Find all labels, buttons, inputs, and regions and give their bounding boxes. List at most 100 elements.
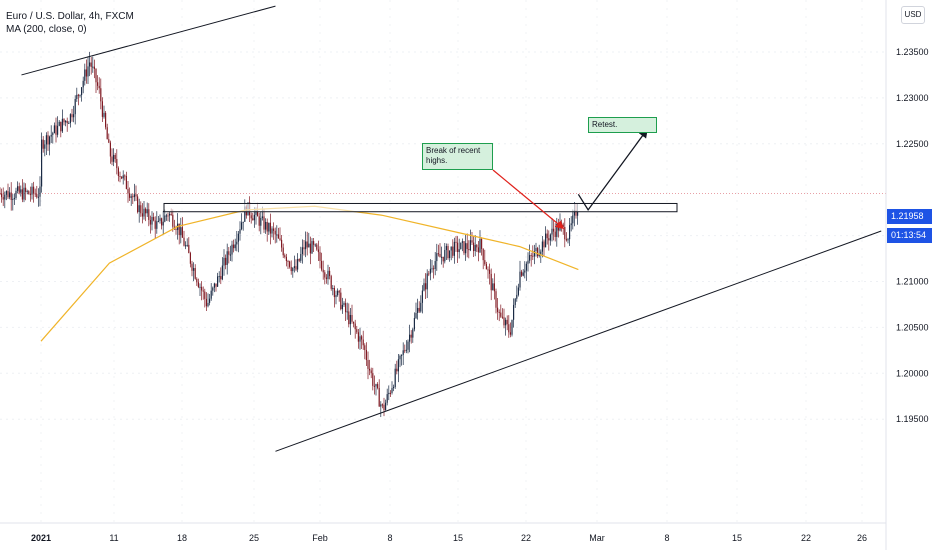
upper-channel-trendline[interactable]: [21, 5, 276, 76]
candle-body: [457, 242, 459, 253]
candle-body: [293, 266, 295, 268]
candle-body: [103, 112, 105, 117]
candle-body: [348, 311, 350, 325]
x-tick-label: 15: [732, 533, 742, 543]
candle-body: [337, 290, 339, 296]
candle-body: [553, 228, 555, 232]
moving-average-line[interactable]: [40, 205, 579, 342]
candle-body: [23, 187, 25, 200]
candle-body: [521, 271, 523, 276]
candle-body: [207, 302, 209, 307]
candle-body: [485, 264, 487, 270]
candle-body: [473, 242, 475, 252]
candle-body: [477, 247, 479, 253]
x-tick-label: Feb: [312, 533, 328, 543]
candle-body: [53, 125, 55, 134]
candle-body: [300, 254, 302, 261]
candle-body: [49, 136, 51, 145]
candle-body: [194, 268, 196, 279]
candle-body: [325, 277, 327, 280]
candle-body: [109, 142, 111, 157]
candle-body: [105, 112, 107, 128]
candle-body: [63, 118, 65, 123]
lower-channel-trendline[interactable]: [275, 230, 882, 452]
candle-body: [69, 114, 71, 124]
candle-body: [545, 233, 547, 248]
candle-body: [449, 250, 451, 259]
candle-body: [41, 139, 43, 187]
candle-body: [327, 270, 329, 280]
candle-body: [577, 211, 579, 216]
y-tick-label: 1.20000: [896, 368, 929, 378]
candle-body: [458, 249, 460, 253]
candle-body: [399, 355, 401, 360]
candle-body: [317, 249, 319, 253]
candle-body: [215, 283, 217, 287]
candle-body: [445, 246, 447, 251]
candle-body: [161, 218, 163, 226]
indicator-label[interactable]: MA (200, close, 0): [6, 24, 87, 35]
candle-body: [471, 240, 473, 243]
candle-body: [266, 221, 268, 232]
plot-area[interactable]: [0, 51, 579, 418]
candle-body: [479, 238, 481, 253]
candle-body: [436, 253, 438, 262]
candle-body: [212, 287, 214, 291]
candle-body: [524, 270, 526, 273]
candle-body: [362, 339, 364, 346]
candle-body: [252, 218, 254, 221]
candle-body: [364, 345, 366, 351]
candle-body: [132, 196, 134, 198]
candle-body: [47, 135, 49, 145]
candle-body: [55, 125, 57, 135]
candle-body: [116, 159, 118, 169]
candle-body: [442, 256, 444, 262]
x-tick-label: 25: [249, 533, 259, 543]
candle-body: [370, 370, 372, 374]
candle-body: [82, 80, 84, 88]
symbol-title[interactable]: Euro / U.S. Dollar, 4h, FXCM: [6, 11, 134, 22]
candle-body: [481, 238, 483, 249]
drawing-overlays: [21, 5, 882, 452]
candle-body: [145, 208, 147, 214]
candle-body: [556, 223, 558, 237]
candle-body: [532, 255, 534, 257]
candle-body: [93, 66, 95, 69]
candle-body: [12, 198, 14, 200]
candle-body: [10, 192, 12, 200]
candle-body: [167, 215, 169, 217]
break-of-highs-note[interactable]: Break of recent highs.: [422, 143, 493, 170]
candle-body: [506, 319, 508, 325]
currency-button[interactable]: USD: [901, 6, 925, 24]
candle-body: [127, 189, 129, 194]
candle-body: [87, 66, 89, 77]
retest-projection-arrow[interactable]: [577, 128, 648, 212]
candle-body: [546, 233, 548, 239]
candle-body: [549, 234, 551, 241]
resistance-zone[interactable]: [163, 202, 678, 213]
candle-body: [503, 317, 505, 326]
candle-body: [441, 256, 443, 258]
candle-body: [495, 291, 497, 308]
break-arrow[interactable]: [492, 169, 565, 230]
candle-body: [433, 268, 435, 270]
candle-body: [484, 260, 486, 265]
y-tick-label: 1.21000: [896, 277, 929, 287]
candle-body: [498, 311, 500, 313]
candle-body: [289, 261, 291, 267]
candle-body: [377, 384, 379, 388]
x-tick-label: 26: [857, 533, 867, 543]
candle-body: [285, 256, 287, 262]
candle-body: [111, 156, 113, 162]
candle-body: [338, 290, 340, 293]
candle-body: [541, 241, 543, 252]
candle-body: [60, 121, 62, 132]
y-tick-label: 1.23000: [896, 93, 929, 103]
retest-note[interactable]: Retest.: [588, 117, 657, 133]
candle-body: [301, 247, 303, 255]
candle-body: [97, 82, 99, 86]
candle-body: [113, 154, 115, 162]
time-axis[interactable]: 2021 11 18 25 Feb 8 15 22 Mar 8 15 22 26: [31, 533, 867, 543]
candle-body: [89, 62, 91, 67]
